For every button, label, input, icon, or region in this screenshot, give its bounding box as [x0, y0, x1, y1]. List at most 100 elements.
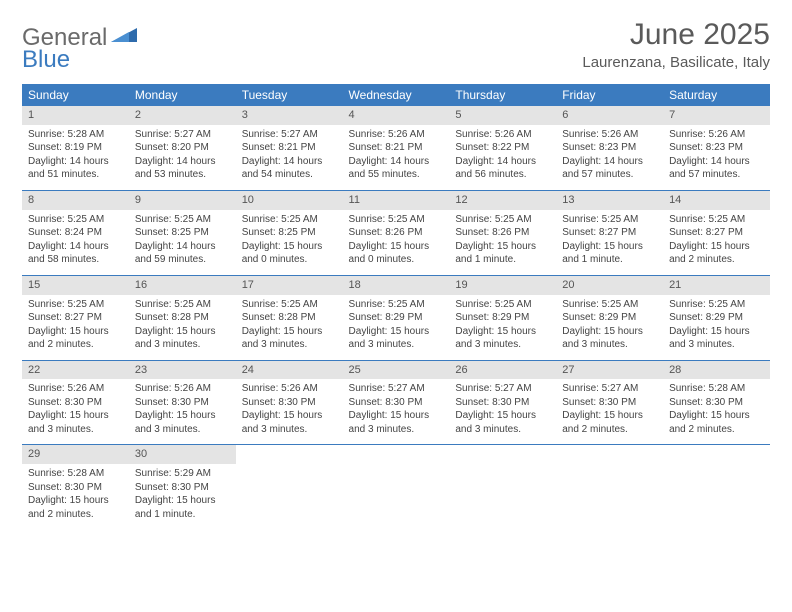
daylight-text-1: Daylight: 15 hours	[455, 240, 550, 254]
sunrise-text: Sunrise: 5:27 AM	[242, 128, 337, 142]
sunrise-text: Sunrise: 5:27 AM	[349, 382, 444, 396]
day-cell: 22Sunrise: 5:26 AMSunset: 8:30 PMDayligh…	[22, 360, 129, 445]
sunset-text: Sunset: 8:28 PM	[242, 311, 337, 325]
day-body: Sunrise: 5:26 AMSunset: 8:21 PMDaylight:…	[343, 125, 450, 190]
day-header: Sunday	[22, 84, 129, 106]
daylight-text-2: and 2 minutes.	[28, 338, 123, 352]
daylight-text-1: Daylight: 15 hours	[242, 409, 337, 423]
sunset-text: Sunset: 8:25 PM	[242, 226, 337, 240]
logo-triangle-icon	[111, 24, 137, 42]
sunrise-text: Sunrise: 5:25 AM	[28, 298, 123, 312]
daylight-text-2: and 3 minutes.	[242, 423, 337, 437]
day-cell	[556, 445, 663, 529]
day-number: 16	[129, 276, 236, 295]
day-number: 29	[22, 445, 129, 464]
day-number: 2	[129, 106, 236, 125]
day-cell: 19Sunrise: 5:25 AMSunset: 8:29 PMDayligh…	[449, 275, 556, 360]
day-number-bar	[236, 445, 343, 464]
sunrise-text: Sunrise: 5:25 AM	[135, 213, 230, 227]
day-cell	[236, 445, 343, 529]
title-block: June 2025 Laurenzana, Basilicate, Italy	[582, 18, 770, 71]
day-number: 21	[663, 276, 770, 295]
sunset-text: Sunset: 8:29 PM	[455, 311, 550, 325]
day-body: Sunrise: 5:28 AMSunset: 8:19 PMDaylight:…	[22, 125, 129, 190]
day-cell: 21Sunrise: 5:25 AMSunset: 8:29 PMDayligh…	[663, 275, 770, 360]
sunset-text: Sunset: 8:24 PM	[28, 226, 123, 240]
header: General Blue June 2025 Laurenzana, Basil…	[22, 18, 770, 74]
day-number: 8	[22, 191, 129, 210]
day-cell: 13Sunrise: 5:25 AMSunset: 8:27 PMDayligh…	[556, 190, 663, 275]
day-cell: 7Sunrise: 5:26 AMSunset: 8:23 PMDaylight…	[663, 106, 770, 190]
daylight-text-1: Daylight: 14 hours	[28, 240, 123, 254]
sunrise-text: Sunrise: 5:26 AM	[242, 382, 337, 396]
day-body: Sunrise: 5:26 AMSunset: 8:30 PMDaylight:…	[236, 379, 343, 444]
day-header: Wednesday	[343, 84, 450, 106]
daylight-text-1: Daylight: 15 hours	[455, 409, 550, 423]
day-cell: 26Sunrise: 5:27 AMSunset: 8:30 PMDayligh…	[449, 360, 556, 445]
daylight-text-2: and 3 minutes.	[135, 338, 230, 352]
day-cell: 29Sunrise: 5:28 AMSunset: 8:30 PMDayligh…	[22, 445, 129, 529]
day-body	[343, 464, 450, 527]
day-cell: 8Sunrise: 5:25 AMSunset: 8:24 PMDaylight…	[22, 190, 129, 275]
sunset-text: Sunset: 8:25 PM	[135, 226, 230, 240]
sunrise-text: Sunrise: 5:25 AM	[349, 298, 444, 312]
day-number: 20	[556, 276, 663, 295]
sunset-text: Sunset: 8:29 PM	[349, 311, 444, 325]
day-body: Sunrise: 5:25 AMSunset: 8:29 PMDaylight:…	[343, 295, 450, 360]
daylight-text-1: Daylight: 15 hours	[669, 325, 764, 339]
daylight-text-2: and 3 minutes.	[455, 423, 550, 437]
daylight-text-1: Daylight: 15 hours	[28, 409, 123, 423]
day-number: 27	[556, 361, 663, 380]
day-cell: 2Sunrise: 5:27 AMSunset: 8:20 PMDaylight…	[129, 106, 236, 190]
day-number: 13	[556, 191, 663, 210]
day-cell: 17Sunrise: 5:25 AMSunset: 8:28 PMDayligh…	[236, 275, 343, 360]
daylight-text-1: Daylight: 14 hours	[242, 155, 337, 169]
day-header: Thursday	[449, 84, 556, 106]
day-header: Saturday	[663, 84, 770, 106]
daylight-text-1: Daylight: 14 hours	[135, 240, 230, 254]
daylight-text-1: Daylight: 15 hours	[349, 409, 444, 423]
sunset-text: Sunset: 8:27 PM	[562, 226, 657, 240]
day-number: 6	[556, 106, 663, 125]
daylight-text-1: Daylight: 14 hours	[349, 155, 444, 169]
day-header: Monday	[129, 84, 236, 106]
sunset-text: Sunset: 8:23 PM	[669, 141, 764, 155]
day-cell: 23Sunrise: 5:26 AMSunset: 8:30 PMDayligh…	[129, 360, 236, 445]
day-body: Sunrise: 5:27 AMSunset: 8:30 PMDaylight:…	[343, 379, 450, 444]
daylight-text-2: and 54 minutes.	[242, 168, 337, 182]
sunrise-text: Sunrise: 5:25 AM	[562, 298, 657, 312]
sunset-text: Sunset: 8:27 PM	[28, 311, 123, 325]
week-row: 22Sunrise: 5:26 AMSunset: 8:30 PMDayligh…	[22, 360, 770, 445]
day-cell	[663, 445, 770, 529]
day-body: Sunrise: 5:26 AMSunset: 8:23 PMDaylight:…	[663, 125, 770, 190]
day-body: Sunrise: 5:25 AMSunset: 8:29 PMDaylight:…	[449, 295, 556, 360]
day-number: 15	[22, 276, 129, 295]
daylight-text-1: Daylight: 14 hours	[669, 155, 764, 169]
day-cell: 27Sunrise: 5:27 AMSunset: 8:30 PMDayligh…	[556, 360, 663, 445]
day-cell: 4Sunrise: 5:26 AMSunset: 8:21 PMDaylight…	[343, 106, 450, 190]
daylight-text-2: and 1 minute.	[562, 253, 657, 267]
daylight-text-2: and 2 minutes.	[669, 253, 764, 267]
daylight-text-1: Daylight: 14 hours	[135, 155, 230, 169]
day-body: Sunrise: 5:27 AMSunset: 8:30 PMDaylight:…	[556, 379, 663, 444]
sunrise-text: Sunrise: 5:26 AM	[455, 128, 550, 142]
day-number: 26	[449, 361, 556, 380]
day-body: Sunrise: 5:27 AMSunset: 8:21 PMDaylight:…	[236, 125, 343, 190]
sunrise-text: Sunrise: 5:26 AM	[28, 382, 123, 396]
daylight-text-2: and 0 minutes.	[349, 253, 444, 267]
day-number: 11	[343, 191, 450, 210]
day-body: Sunrise: 5:25 AMSunset: 8:27 PMDaylight:…	[556, 210, 663, 275]
daylight-text-2: and 2 minutes.	[28, 508, 123, 522]
day-body: Sunrise: 5:28 AMSunset: 8:30 PMDaylight:…	[663, 379, 770, 444]
week-row: 29Sunrise: 5:28 AMSunset: 8:30 PMDayligh…	[22, 445, 770, 529]
daylight-text-1: Daylight: 14 hours	[455, 155, 550, 169]
daylight-text-2: and 3 minutes.	[28, 423, 123, 437]
day-header: Friday	[556, 84, 663, 106]
daylight-text-1: Daylight: 15 hours	[455, 325, 550, 339]
daylight-text-1: Daylight: 15 hours	[135, 325, 230, 339]
day-number: 17	[236, 276, 343, 295]
day-cell: 3Sunrise: 5:27 AMSunset: 8:21 PMDaylight…	[236, 106, 343, 190]
daylight-text-2: and 57 minutes.	[669, 168, 764, 182]
daylight-text-2: and 3 minutes.	[669, 338, 764, 352]
day-cell: 5Sunrise: 5:26 AMSunset: 8:22 PMDaylight…	[449, 106, 556, 190]
